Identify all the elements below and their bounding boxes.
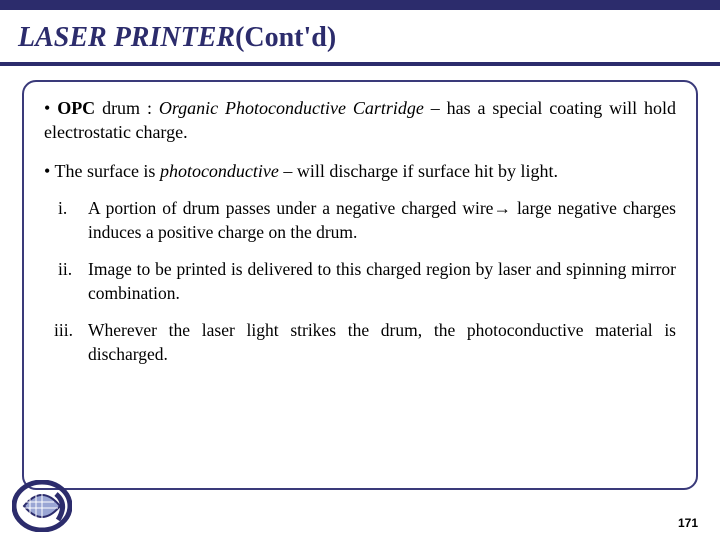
bullet-1-italic: Organic Photoconductive Cartridge [159, 98, 424, 118]
arrow-icon: → [493, 198, 511, 218]
bullet-2-italic: photoconductive [160, 161, 279, 181]
bullet-1-bold: OPC [57, 98, 95, 118]
bullet-2: • The surface is photoconductive – will … [44, 159, 676, 183]
bullet-2-lead: The surface is [54, 161, 159, 181]
title-main: LASER PRINTER [18, 22, 235, 53]
title-cont: (Cont'd) [235, 22, 336, 53]
content-frame: • OPC drum : Organic Photoconductive Car… [22, 80, 698, 490]
roman-num-2: ii. [58, 258, 72, 282]
roman-list: i. A portion of drum passes under a nega… [44, 197, 676, 367]
roman-num-3: iii. [54, 319, 73, 343]
title-row: LASER PRINTER(Cont'd) [0, 10, 720, 62]
bullet-dot: • [44, 161, 54, 181]
slide: LASER PRINTER(Cont'd) • OPC drum : Organ… [0, 0, 720, 540]
bullet-2-rest: – will discharge if surface hit by light… [279, 161, 558, 181]
roman-1-before: A portion of drum passes under a negativ… [88, 198, 493, 218]
roman-item-3: iii.Wherever the laser light strikes the… [88, 319, 676, 366]
roman-3-text: Wherever the laser light strikes the dru… [88, 320, 676, 364]
page-title: LASER PRINTER(Cont'd) [0, 10, 354, 62]
brand-logo-icon [12, 480, 72, 532]
roman-item-1: i. A portion of drum passes under a nega… [88, 197, 676, 244]
bullet-1: • OPC drum : Organic Photoconductive Car… [44, 96, 676, 145]
bullet-dot: • [44, 98, 57, 118]
bullet-1-after-bold: drum : [95, 98, 159, 118]
roman-num-1: i. [58, 197, 67, 221]
title-divider [0, 62, 720, 66]
page-number: 171 [678, 516, 698, 530]
roman-item-2: ii.Image to be printed is delivered to t… [88, 258, 676, 305]
top-bar [0, 0, 720, 10]
roman-2-text: Image to be printed is delivered to this… [88, 259, 676, 303]
